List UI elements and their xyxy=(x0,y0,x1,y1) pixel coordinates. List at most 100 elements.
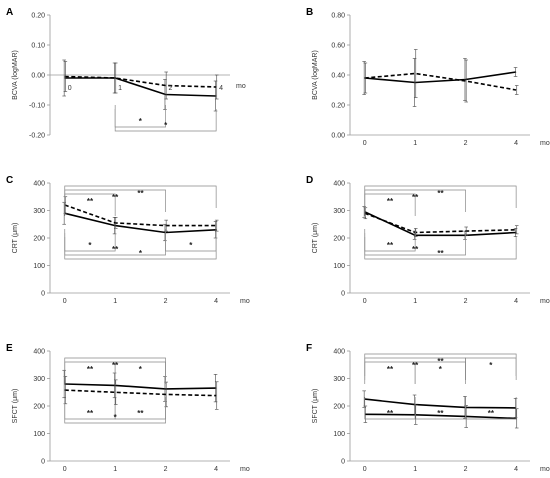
series-line xyxy=(64,383,217,390)
y-tick-label: 100 xyxy=(333,431,345,438)
y-tick-label: 400 xyxy=(33,349,45,356)
panel-label: A xyxy=(6,7,13,18)
significance-label: * xyxy=(489,361,493,370)
y-axis-title: SFCT (μm) xyxy=(12,389,19,424)
y-tick-label: 0 xyxy=(41,291,45,298)
y-tick-label: 0.00 xyxy=(331,133,345,140)
y-tick-label: 0.80 xyxy=(331,13,345,20)
y-tick-label: 200 xyxy=(333,236,345,243)
x-tick-label: 4 xyxy=(514,466,518,473)
significance-label: ** xyxy=(437,189,444,198)
point-label: 1 xyxy=(118,85,122,92)
y-tick-label: 0.60 xyxy=(331,43,345,50)
y-axis-title: CRT (μm) xyxy=(12,223,19,254)
series-line xyxy=(364,398,517,409)
significance-label: ** xyxy=(412,361,419,370)
y-axis-title: BCVA (logMAR) xyxy=(312,50,319,100)
y-tick-label: 0 xyxy=(341,291,345,298)
x-unit-label: mo xyxy=(540,466,550,473)
significance-bracket xyxy=(465,397,517,420)
significance-label: ** xyxy=(437,249,444,258)
significance-label: * xyxy=(439,365,443,374)
significance-label: ** xyxy=(137,189,144,198)
y-tick-label: 0.20 xyxy=(331,103,345,110)
x-tick-label: 0 xyxy=(363,466,367,473)
significance-label: ** xyxy=(387,241,394,250)
significance-label: * xyxy=(139,365,143,374)
point-label: 2 xyxy=(169,85,173,92)
series-line xyxy=(364,71,517,84)
x-unit-label: mo xyxy=(540,298,550,305)
series-line xyxy=(64,389,217,397)
x-tick-label: 2 xyxy=(464,140,468,147)
series-line xyxy=(64,212,217,234)
x-tick-label: 4 xyxy=(514,140,518,147)
significance-label: ** xyxy=(87,365,94,374)
x-tick-label: 0 xyxy=(63,298,67,305)
series-line xyxy=(364,72,517,91)
significance-label: ** xyxy=(437,357,444,366)
significance-label: * xyxy=(139,249,143,258)
y-tick-label: 0 xyxy=(41,459,45,466)
significance-bracket xyxy=(64,357,166,380)
significance-label: ** xyxy=(387,197,394,206)
y-tick-label: 0.00 xyxy=(31,73,45,80)
x-tick-label: 2 xyxy=(464,466,468,473)
y-tick-label: -0.10 xyxy=(29,103,45,110)
y-tick-label: 400 xyxy=(33,181,45,188)
y-tick-label: 0 xyxy=(341,459,345,466)
y-tick-label: 300 xyxy=(33,208,45,215)
significance-bracket xyxy=(364,185,517,208)
x-tick-label: 2 xyxy=(164,298,168,305)
x-tick-label: 1 xyxy=(113,298,117,305)
significance-label: * xyxy=(114,413,118,422)
x-unit-label: mo xyxy=(540,140,550,147)
panel-label: B xyxy=(306,7,313,18)
y-tick-label: -0.20 xyxy=(29,133,45,140)
significance-label: ** xyxy=(437,409,444,418)
x-tick-label: 0 xyxy=(363,140,367,147)
x-tick-label: 0 xyxy=(363,298,367,305)
significance-label: * xyxy=(164,121,168,130)
significance-label: ** xyxy=(87,409,94,418)
y-tick-label: 0.40 xyxy=(331,73,345,80)
significance-label: ** xyxy=(112,361,119,370)
significance-label: * xyxy=(88,241,92,250)
y-axis-title: SFCT (μm) xyxy=(312,389,319,424)
y-tick-label: 400 xyxy=(333,349,345,356)
significance-label: ** xyxy=(112,193,119,202)
panel-label: C xyxy=(6,175,13,186)
point-label: 4 xyxy=(219,85,223,92)
y-tick-label: 300 xyxy=(33,376,45,383)
panel-label: F xyxy=(306,343,312,354)
significance-label: ** xyxy=(488,409,495,418)
y-axis-title: CRT (μm) xyxy=(312,223,319,254)
y-tick-label: 300 xyxy=(333,376,345,383)
series-line xyxy=(64,204,217,227)
significance-bracket xyxy=(64,401,166,424)
x-tick-label: 0 xyxy=(63,466,67,473)
y-tick-label: 0.10 xyxy=(31,43,45,50)
significance-label: ** xyxy=(112,245,119,254)
point-label: 0 xyxy=(68,85,72,92)
x-tick-label: 1 xyxy=(413,466,417,473)
significance-bracket xyxy=(64,185,217,208)
x-tick-label: 1 xyxy=(413,140,417,147)
significance-label: ** xyxy=(412,193,419,202)
y-tick-label: 200 xyxy=(33,236,45,243)
x-tick-label: 2 xyxy=(164,466,168,473)
significance-label: ** xyxy=(412,245,419,254)
x-tick-label: 4 xyxy=(214,466,218,473)
x-tick-label: 4 xyxy=(214,298,218,305)
y-tick-label: 100 xyxy=(333,263,345,270)
x-unit-label: mo xyxy=(240,466,250,473)
series-line xyxy=(364,413,517,420)
significance-label: * xyxy=(139,117,143,126)
series-line xyxy=(64,75,217,88)
series-line xyxy=(364,212,517,234)
y-tick-label: 0.20 xyxy=(31,13,45,20)
x-tick-label: 1 xyxy=(113,466,117,473)
significance-label: ** xyxy=(137,409,144,418)
x-tick-label: 1 xyxy=(413,298,417,305)
